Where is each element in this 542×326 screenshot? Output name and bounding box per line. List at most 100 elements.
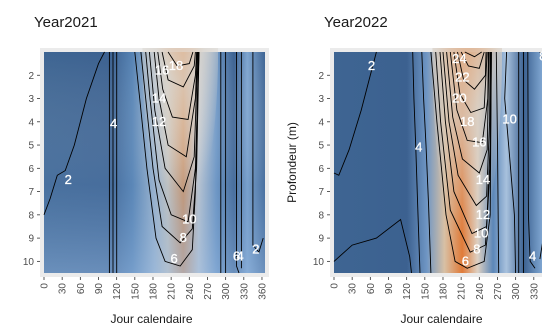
contour-line-6 bbox=[435, 51, 492, 253]
contour-line-10 bbox=[157, 51, 198, 121]
contour-line-15 bbox=[236, 52, 240, 274]
contour-label-6: 12 bbox=[152, 114, 166, 129]
contour-line-13 bbox=[460, 51, 485, 69]
y-tick-label: 10 bbox=[313, 257, 325, 268]
contour-labels: 2468101214161820222410824 bbox=[368, 49, 542, 269]
x-tick-label: 300 bbox=[511, 283, 522, 300]
contour-label-2: 4 bbox=[110, 116, 117, 131]
contour-label-12: 24 bbox=[452, 51, 466, 66]
x-tick-label: 0 bbox=[40, 283, 51, 289]
x-tick-label: 60 bbox=[76, 283, 87, 295]
contour-label-16: 4 bbox=[529, 249, 536, 264]
x-tick-label: 180 bbox=[438, 283, 449, 300]
contour-line-3 bbox=[412, 51, 421, 274]
x-tick-label: 150 bbox=[420, 283, 431, 300]
contour-label-1: 2 bbox=[368, 58, 375, 73]
y-tick-label: 2 bbox=[318, 71, 324, 82]
y-axis-title: Profondeur (m) bbox=[285, 122, 299, 203]
contour-line-12 bbox=[167, 51, 194, 67]
x-tick-label: 330 bbox=[529, 283, 540, 300]
contour-label-12: 6 bbox=[233, 249, 240, 264]
x-tick-label: 30 bbox=[348, 283, 359, 295]
contour-line-6 bbox=[140, 51, 200, 244]
contour-label-13: 10 bbox=[502, 111, 516, 126]
contour-line-5 bbox=[134, 51, 199, 267]
contour-label-2: 4 bbox=[415, 139, 422, 154]
contour-label-5: 10 bbox=[474, 225, 488, 240]
contour-line-14 bbox=[464, 51, 482, 58]
panel-year2022: 2468101214161820222410824Year20222345678… bbox=[285, 14, 542, 326]
contour-line-8 bbox=[442, 51, 491, 207]
heat-core bbox=[142, 48, 219, 227]
contour-label-9: 18 bbox=[169, 58, 183, 73]
x-tick-label: 60 bbox=[366, 283, 377, 295]
x-tick-label: 90 bbox=[384, 283, 395, 295]
contour-line-8 bbox=[148, 51, 199, 193]
contour-line-5 bbox=[430, 51, 492, 269]
x-tick-label: 270 bbox=[493, 283, 504, 300]
x-tick-label: 240 bbox=[185, 283, 196, 300]
contour-line-7 bbox=[439, 51, 492, 235]
y-tick-label: 5 bbox=[318, 141, 324, 152]
contour-label-6: 12 bbox=[476, 207, 490, 222]
contour-lines bbox=[43, 51, 264, 274]
contour-line-19 bbox=[527, 51, 536, 269]
y-axis: 2 3 4 5 6 7 8 9 10 bbox=[23, 71, 40, 268]
contour-label-11: 22 bbox=[455, 70, 469, 85]
contour-line-12 bbox=[457, 51, 487, 90]
y-tick-label: 6 bbox=[318, 164, 324, 175]
contour-label-7: 14 bbox=[152, 91, 166, 106]
contour-line-10 bbox=[449, 51, 489, 144]
x-axis-title: Jour calendaire bbox=[400, 312, 482, 326]
contour-line-7 bbox=[145, 51, 200, 223]
y-tick-label: 6 bbox=[28, 164, 34, 175]
contour-label-10: 20 bbox=[452, 91, 466, 106]
y-tick-label: 7 bbox=[318, 187, 324, 198]
panel-title: Year2022 bbox=[324, 14, 388, 31]
x-tick-label: 360 bbox=[257, 283, 268, 300]
y-tick-label: 5 bbox=[28, 141, 34, 152]
x-tick-label: 180 bbox=[148, 283, 159, 300]
contour-line-1 bbox=[43, 51, 105, 215]
x-tick-label: 0 bbox=[330, 283, 341, 289]
contour-fill bbox=[44, 48, 265, 273]
x-tick-label: 270 bbox=[203, 283, 214, 300]
contour-line-1 bbox=[333, 51, 377, 176]
y-tick-label: 9 bbox=[318, 234, 324, 245]
x-tick-label: 90 bbox=[94, 283, 105, 295]
contour-label-8: 16 bbox=[155, 63, 169, 78]
contour-line-4 bbox=[421, 51, 432, 274]
x-tick-label: 330 bbox=[239, 283, 250, 300]
y-tick-label: 8 bbox=[318, 210, 324, 221]
y-tick-label: 10 bbox=[23, 257, 35, 268]
contour-lines bbox=[333, 51, 542, 274]
contour-label-3: 6 bbox=[171, 251, 178, 266]
contour-line-15 bbox=[495, 51, 500, 274]
contour-line-20 bbox=[539, 51, 542, 59]
contour-label-1: 2 bbox=[65, 172, 72, 187]
contour-line-16 bbox=[504, 51, 517, 274]
y-tick-label: 7 bbox=[28, 187, 34, 198]
x-tick-label: 300 bbox=[221, 283, 232, 300]
y-tick-label: 4 bbox=[318, 117, 324, 128]
contour-label-11: 4 bbox=[237, 249, 244, 264]
contour-label-14: 8 bbox=[539, 49, 542, 64]
y-axis: 2 3 4 5 6 7 8 9 10 bbox=[313, 71, 330, 268]
x-tick-label: 30 bbox=[58, 283, 69, 295]
x-axis-title: Jour calendaire bbox=[110, 312, 192, 326]
panel-title: Year2021 bbox=[34, 14, 98, 31]
contour-label-9: 18 bbox=[460, 114, 474, 129]
contour-label-4: 8 bbox=[473, 242, 480, 257]
x-tick-label: 240 bbox=[475, 283, 486, 300]
contour-label-4: 8 bbox=[180, 230, 187, 245]
contour-label-3: 6 bbox=[462, 253, 469, 268]
x-tick-label: 150 bbox=[130, 283, 141, 300]
y-tick-label: 4 bbox=[28, 117, 34, 128]
y-tick-label: 8 bbox=[28, 210, 34, 221]
y-tick-label: 2 bbox=[28, 71, 34, 82]
contour-line-9 bbox=[153, 51, 198, 158]
contour-line-11 bbox=[161, 51, 196, 88]
